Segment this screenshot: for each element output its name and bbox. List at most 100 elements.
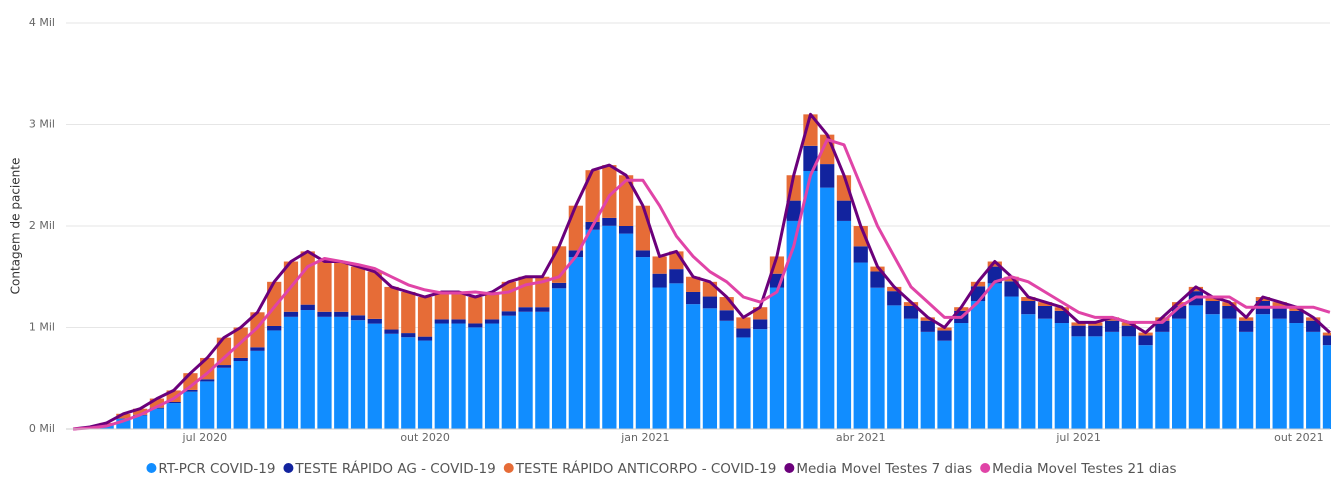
bar-segment: [334, 311, 349, 317]
bar-segment: [283, 316, 299, 429]
bar-segment: [484, 291, 500, 320]
y-tick-label: 2 Mil: [29, 219, 55, 232]
bar-segment: [1322, 345, 1331, 429]
bar-segment: [1004, 281, 1019, 297]
bar-segment: [200, 379, 215, 382]
bar-segment: [887, 291, 902, 306]
bar-segment: [1071, 325, 1086, 337]
bar-segment: [669, 283, 684, 429]
legend-label: TESTE RÁPIDO AG - COVID-19: [294, 460, 495, 477]
bar-segment: [1322, 335, 1331, 346]
bar-segment: [954, 323, 969, 429]
bar-segment: [1021, 297, 1036, 302]
bar-segment: [183, 391, 198, 429]
bar-segment: [133, 408, 148, 415]
bar-segment: [535, 307, 550, 312]
bar-segment: [350, 320, 366, 429]
bar-segment: [551, 282, 567, 289]
bar-segment: [451, 319, 466, 324]
y-tick-label: 4 Mil: [29, 16, 55, 29]
bar-segment: [619, 226, 634, 234]
bar-segment: [987, 261, 1002, 267]
bar-segment: [736, 317, 751, 329]
legend-marker: [146, 463, 157, 473]
bar-segment: [719, 310, 734, 321]
bar-segment: [1054, 310, 1069, 324]
bar-segment: [568, 205, 583, 251]
bar-segment: [619, 233, 634, 429]
bar-segment: [753, 319, 768, 330]
bar-segment: [1104, 331, 1120, 429]
bar-segment: [769, 287, 785, 429]
bar-segment: [853, 262, 868, 429]
bar-segment: [384, 286, 399, 330]
bar-segment: [635, 250, 651, 258]
bar-segment: [401, 333, 416, 338]
bar-segment: [484, 319, 500, 324]
bar-segment: [1205, 314, 1220, 429]
y-tick-label: 0 Mil: [29, 422, 55, 435]
legend-marker: [283, 463, 294, 473]
bar-segment: [535, 311, 550, 429]
legend-marker: [980, 463, 991, 473]
bar-segment: [367, 323, 382, 429]
bar-segment: [1289, 323, 1304, 429]
legend-marker: [784, 463, 795, 473]
bar-segment: [585, 170, 600, 222]
bar-segment: [702, 296, 718, 309]
bar-segment: [1088, 336, 1103, 429]
legend-marker: [503, 463, 514, 473]
bar-segment: [1188, 286, 1204, 292]
bar-segment: [401, 291, 416, 334]
x-tick-label: out 2020: [400, 431, 450, 444]
bar-segment: [468, 327, 483, 429]
bar-segment: [1306, 320, 1321, 332]
y-axis-title: Contagem de paciente: [9, 158, 23, 295]
bar-segment: [183, 389, 198, 392]
bar-segment: [1088, 322, 1103, 326]
bar-segment: [551, 288, 567, 429]
bar-segment: [250, 347, 265, 351]
bar-segment: [1239, 317, 1254, 321]
legend-label: RT-PCR COVID-19: [158, 461, 275, 477]
bar-segment: [317, 316, 332, 429]
bar-segment: [267, 281, 282, 326]
bar-segment: [1222, 318, 1237, 429]
bar-segment: [1104, 317, 1120, 321]
bar-segment: [367, 271, 382, 319]
bar-segment: [1205, 297, 1220, 302]
bar-segment: [1239, 331, 1254, 429]
bar-segment: [1322, 332, 1331, 336]
bar-segment: [1272, 305, 1287, 319]
bar-segment: [216, 365, 232, 368]
bar-segment: [384, 333, 399, 429]
bar-segment: [518, 276, 533, 308]
bar-segment: [1071, 322, 1086, 326]
bar-segment: [434, 291, 449, 320]
bar-segment: [1155, 331, 1170, 429]
bar-segment: [417, 336, 433, 341]
bar-segment: [602, 217, 617, 226]
bar-segment: [635, 257, 651, 429]
bar-segment: [1155, 320, 1170, 332]
legend-label: Media Movel Testes 21 dias: [992, 461, 1176, 477]
bar-segment: [317, 311, 332, 317]
bar-segment: [518, 307, 533, 312]
bar-segment: [652, 273, 667, 288]
bar-segment: [987, 283, 1002, 429]
x-tick-label: out 2021: [1274, 431, 1324, 444]
bar-segment: [937, 330, 952, 341]
bar-segment: [1222, 305, 1237, 319]
bar-segment: [116, 418, 131, 419]
bar-segment: [652, 287, 667, 429]
bar-segment: [853, 246, 868, 263]
bar-segment: [334, 316, 349, 429]
bar-segment: [1272, 302, 1287, 306]
bar-segment: [518, 311, 533, 429]
bar-segment: [820, 187, 835, 429]
bar-segment: [786, 220, 801, 429]
bar-segment: [367, 318, 382, 324]
bar-segment: [702, 281, 718, 297]
bar-segment: [686, 291, 701, 305]
bar-segment: [283, 311, 299, 317]
